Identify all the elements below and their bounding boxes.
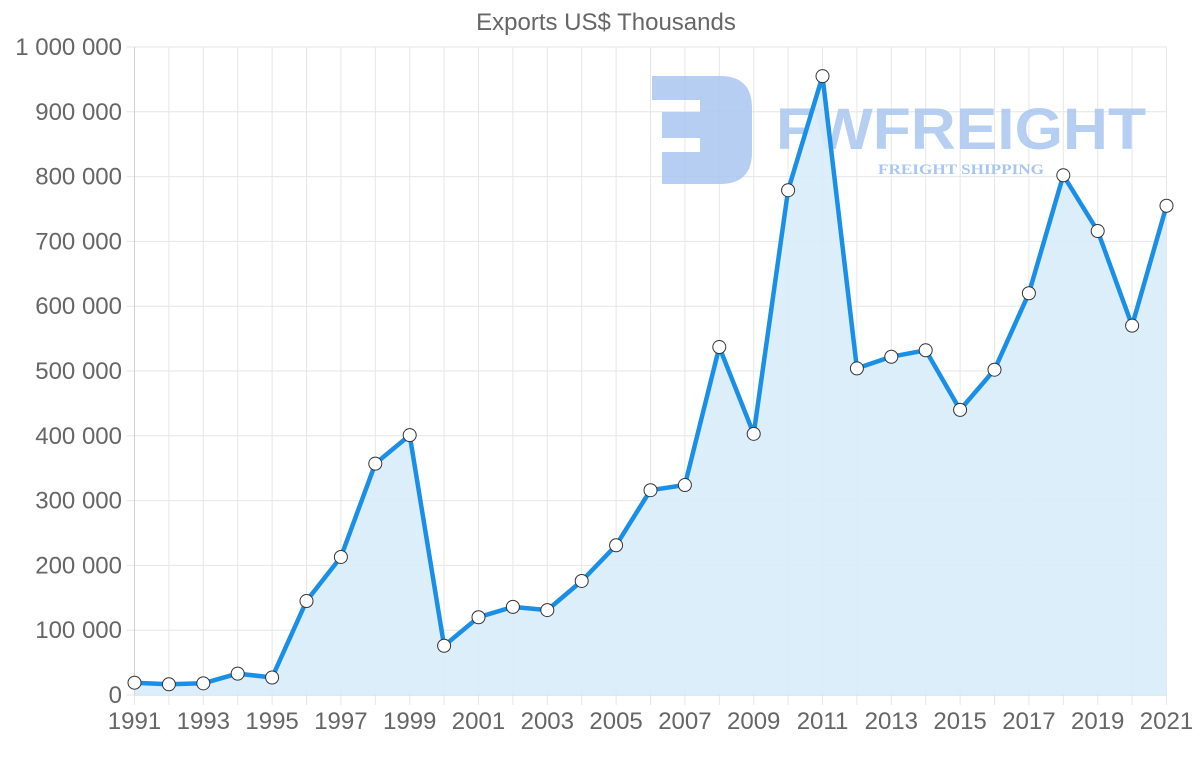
data-point-2018[interactable]	[1056, 168, 1071, 183]
y-tick-label: 600 000	[35, 293, 122, 320]
data-point-1996[interactable]	[299, 594, 314, 609]
y-tick-label: 1 000 000	[15, 34, 122, 61]
data-point-2013[interactable]	[884, 349, 899, 364]
y-tick-label: 200 000	[35, 552, 122, 579]
data-point-2002[interactable]	[505, 599, 520, 614]
data-point-1993[interactable]	[196, 676, 211, 691]
y-tick-label: 0	[109, 682, 122, 709]
y-tick-label: 900 000	[35, 99, 122, 126]
data-point-2015[interactable]	[953, 402, 968, 417]
watermark-brand: FWFREIGHT	[776, 97, 1146, 162]
y-axis-labels: 0 100 000 200 000 300 000 400 000 500 000 600 …	[15, 34, 122, 709]
data-point-2004[interactable]	[574, 573, 589, 588]
x-tick-label: 1997	[314, 708, 367, 735]
x-tick-label: 1995	[245, 708, 298, 735]
data-point-2009[interactable]	[746, 426, 761, 441]
x-tick-label: 2017	[1002, 708, 1055, 735]
data-point-2017[interactable]	[1021, 286, 1036, 301]
x-tick-label: 2003	[521, 708, 574, 735]
chart-title: Exports US$ Thousands	[476, 9, 736, 36]
data-point-2001[interactable]	[471, 610, 486, 625]
x-tick-label: 1999	[383, 708, 436, 735]
x-tick-label: 2021	[1140, 708, 1193, 735]
data-point-2007[interactable]	[677, 478, 692, 493]
data-point-2011[interactable]	[815, 69, 830, 84]
x-tick-label: 1991	[108, 708, 161, 735]
x-tick-label: 1993	[177, 708, 230, 735]
y-tick-label: 700 000	[35, 228, 122, 255]
area-fill	[134, 76, 1167, 695]
data-point-2003[interactable]	[540, 603, 555, 618]
data-point-2008[interactable]	[712, 340, 727, 355]
x-tick-label: 2013	[865, 708, 918, 735]
data-point-2010[interactable]	[781, 183, 796, 198]
area-fill-path	[134, 76, 1167, 695]
data-point-1995[interactable]	[265, 670, 280, 685]
data-point-1998[interactable]	[368, 456, 383, 471]
x-tick-label: 2019	[1071, 708, 1124, 735]
data-point-1992[interactable]	[161, 677, 176, 692]
y-tick-label: 800 000	[35, 164, 122, 191]
y-tick-label: 100 000	[35, 617, 122, 644]
x-tick-label: 2015	[933, 708, 986, 735]
x-tick-label: 2005	[589, 708, 642, 735]
watermark-logo: FWFREIGHT FREIGHT SHIPPING	[652, 76, 1146, 184]
x-tick-label: 2007	[658, 708, 711, 735]
watermark-tagline: FREIGHT SHIPPING	[878, 162, 1044, 178]
y-tick-label: 400 000	[35, 423, 122, 450]
data-point-1991[interactable]	[127, 675, 142, 690]
data-point-2020[interactable]	[1125, 318, 1140, 333]
x-tick-label: 2009	[727, 708, 780, 735]
data-markers	[127, 69, 1174, 692]
logo-mark-icon	[652, 76, 752, 184]
data-point-2000[interactable]	[437, 638, 452, 653]
data-point-2012[interactable]	[849, 361, 864, 376]
data-point-1999[interactable]	[402, 428, 417, 443]
data-point-2019[interactable]	[1090, 224, 1105, 239]
y-tick-label: 300 000	[35, 488, 122, 515]
y-tick-label: 500 000	[35, 358, 122, 385]
data-point-2016[interactable]	[987, 362, 1002, 377]
x-axis-labels: 1991 1993 1995 1997 1999 2001 2003 2005 2007 2009…	[108, 708, 1193, 735]
data-point-1994[interactable]	[230, 666, 245, 681]
data-point-1997[interactable]	[333, 549, 348, 564]
data-point-2021[interactable]	[1159, 198, 1174, 213]
data-point-2005[interactable]	[609, 538, 624, 553]
x-tick-label: 2001	[452, 708, 505, 735]
data-point-2006[interactable]	[643, 483, 658, 498]
data-point-2014[interactable]	[918, 343, 933, 358]
x-tick-label: 2011	[797, 708, 849, 735]
